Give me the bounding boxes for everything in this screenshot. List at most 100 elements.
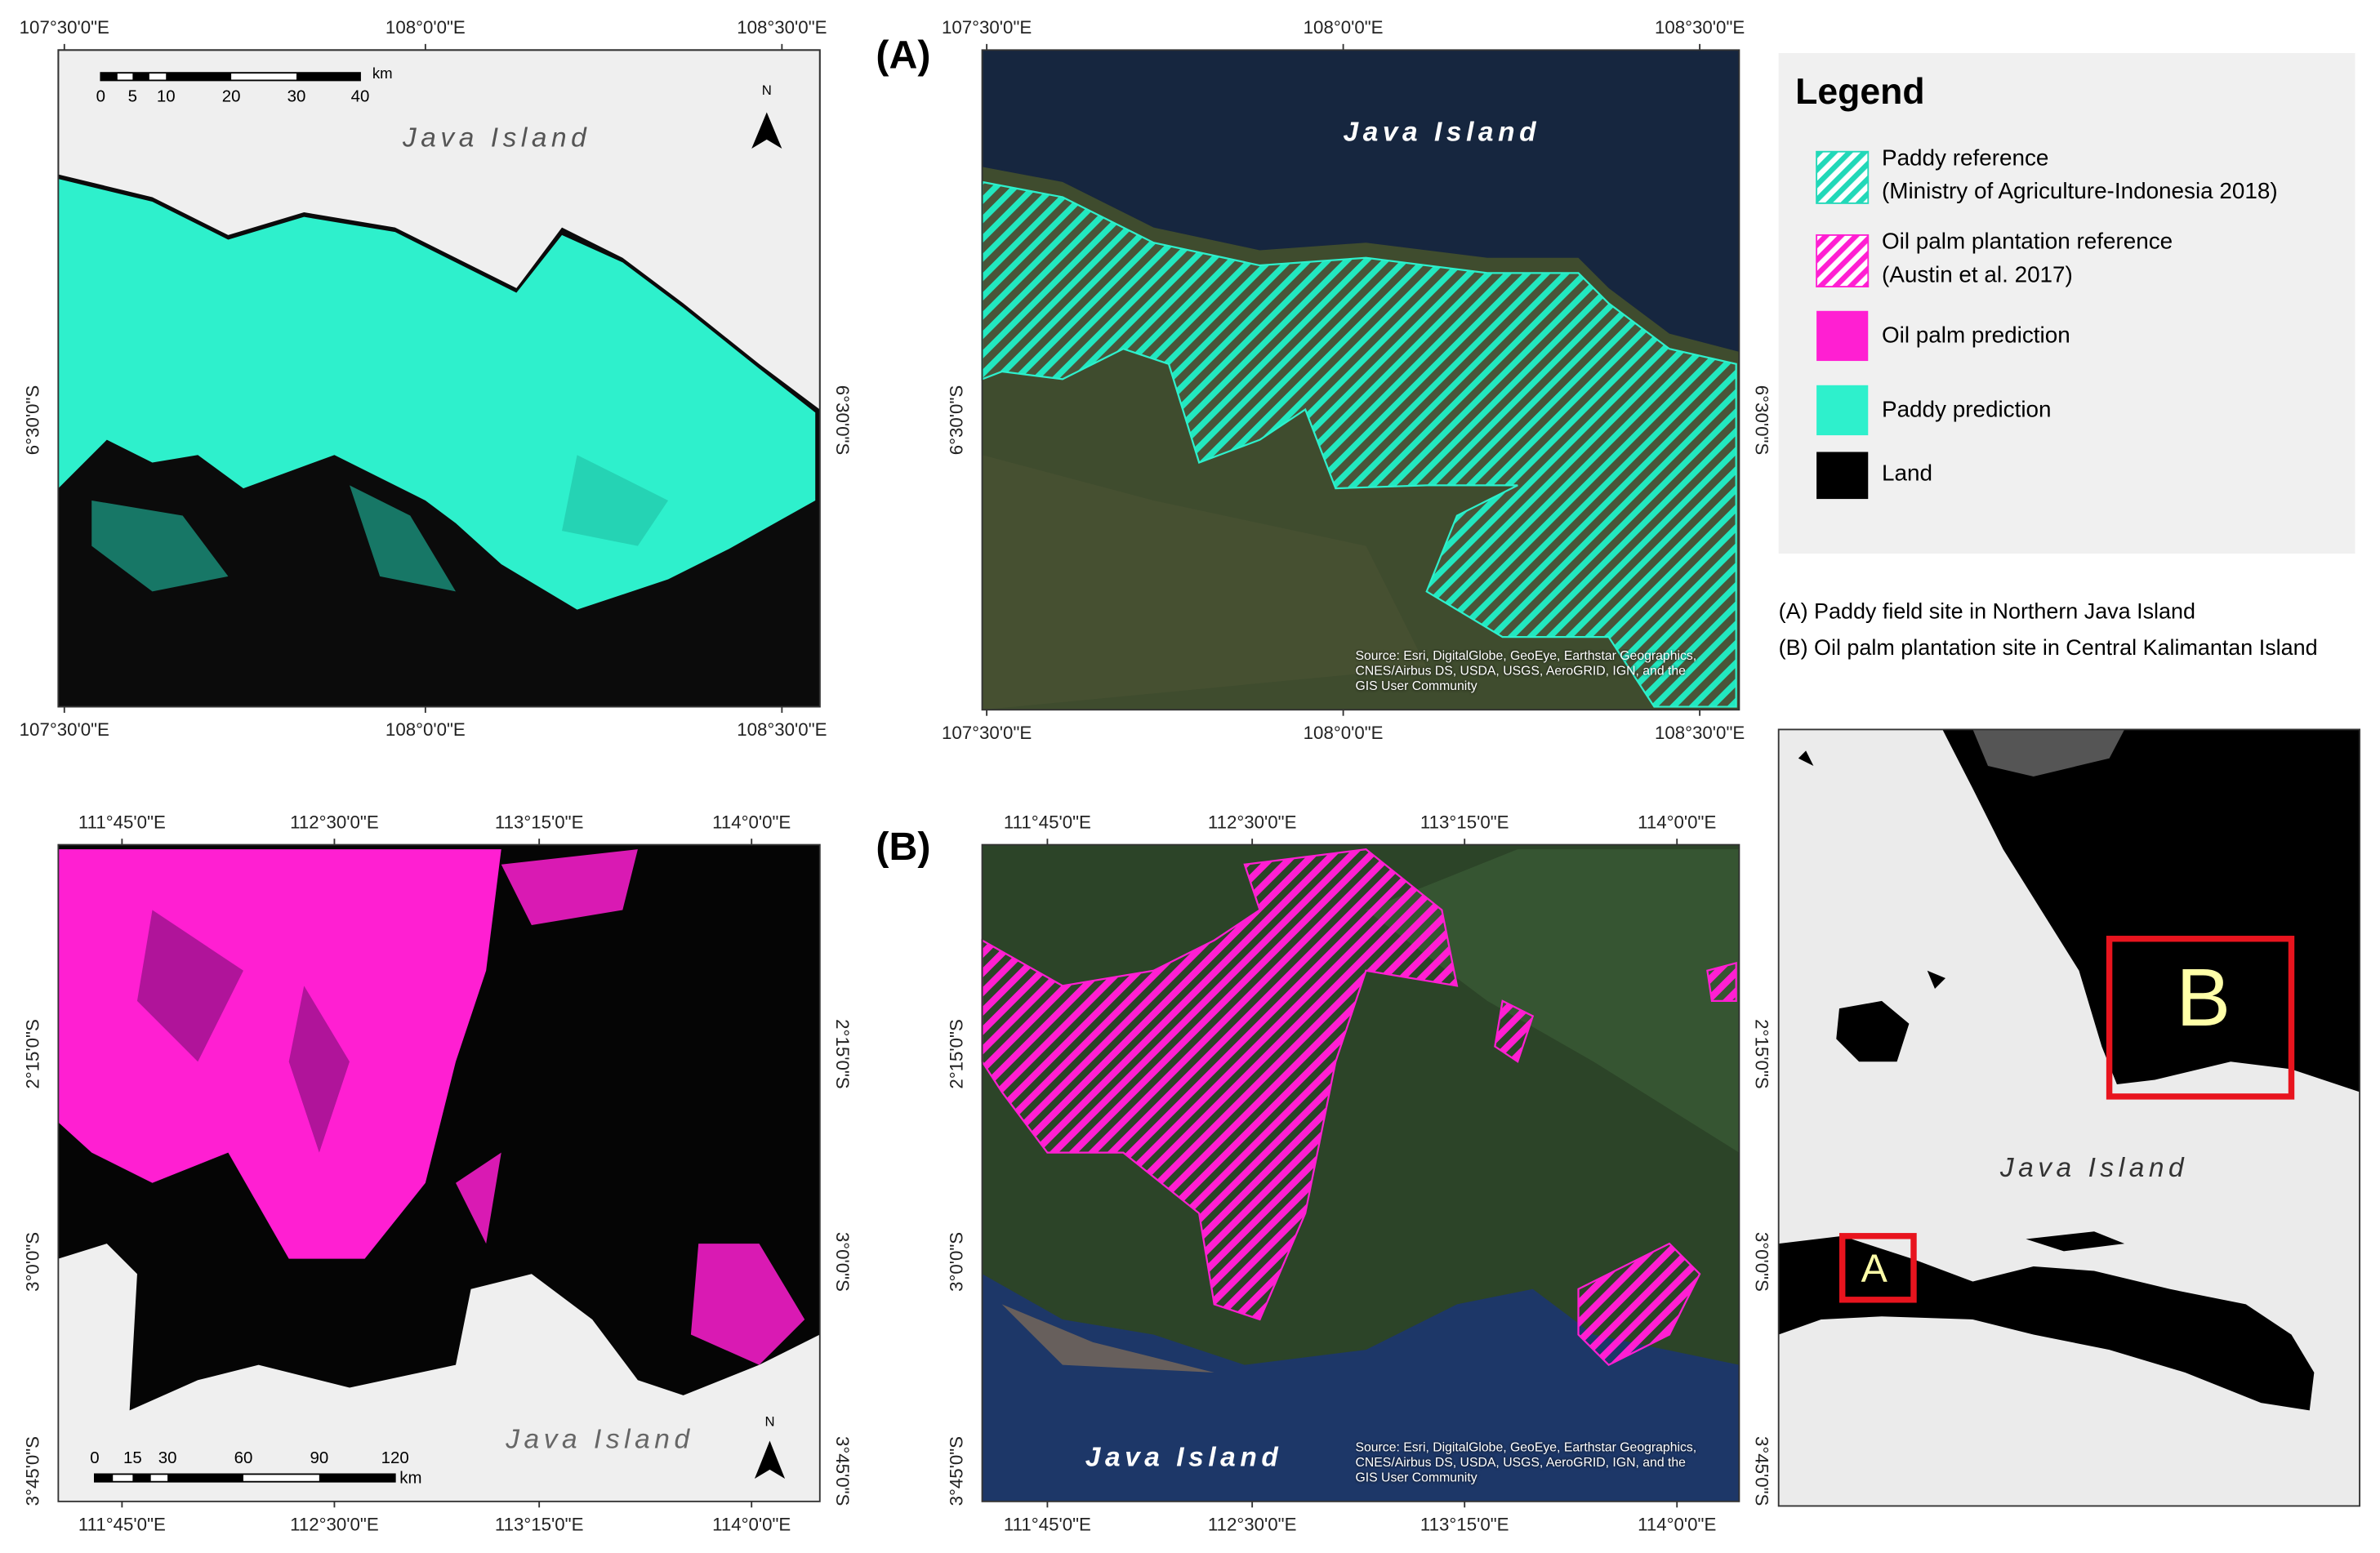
north-arrow	[754, 1440, 786, 1479]
left-tick-label: 2°15'0"S	[947, 1019, 967, 1088]
attribution: Source: Esri, DigitalGlobe, GeoEye, Eart…	[1355, 648, 1697, 692]
bottom-tick-label: 108°30'0"E	[1655, 723, 1745, 743]
right-tick-label: 2°15'0"S	[1752, 1019, 1772, 1088]
left-tick-label: 3°45'0"S	[23, 1436, 43, 1506]
place-label: Java Island	[402, 123, 591, 154]
paddy-scatter	[91, 455, 669, 592]
paddy-reference-map: Java Island Source: Esri, DigitalGlobe, …	[876, 33, 1740, 711]
left-tick-label: 6°30'0"S	[23, 385, 43, 455]
scale-bar	[94, 1473, 396, 1483]
place-label: Java Island	[1999, 1153, 2188, 1183]
note: (B) Oil palm plantation site in Central …	[1779, 635, 2318, 660]
top-tick-label: 112°30'0"E	[1208, 812, 1297, 832]
top-tick-label: 108°30'0"E	[1655, 17, 1745, 38]
legend-sublabel: (Ministry of Agriculture-Indonesia 2018)	[1882, 178, 2278, 203]
scale-tick-label: 40	[351, 87, 370, 105]
bottom-tick-label: 107°30'0"E	[942, 723, 1032, 743]
attribution-text: Source: Esri, DigitalGlobe, GeoEye, Eart…	[1355, 648, 1697, 692]
bottom-tick-label: 113°15'0"E	[495, 1514, 584, 1534]
site-box	[2106, 936, 2295, 1100]
scale-tick-label: 0	[96, 87, 105, 105]
legend-label: Paddy reference	[1882, 145, 2048, 170]
kalimantan-land	[1942, 729, 2360, 1092]
map-border	[981, 843, 1740, 1502]
bottom-tick-label: 113°15'0"E	[1420, 1514, 1509, 1534]
oil-palm-reference-map: Java Island Source: Esri, DigitalGlobe, …	[876, 825, 1740, 1502]
panel-label: (B)	[876, 825, 930, 869]
right-tick-label: 6°30'0"S	[1752, 385, 1772, 455]
left-tick-label: 3°0'0"S	[23, 1232, 43, 1292]
legend-swatch	[1816, 385, 1869, 436]
oil-palm-reference-area	[1494, 962, 1737, 1367]
right-tick-label: 6°30'0"S	[832, 385, 853, 455]
top-tick-label: 112°30'0"E	[290, 812, 379, 832]
scale-tick-label: 120	[381, 1449, 409, 1467]
scale-tick-label: 30	[158, 1449, 177, 1467]
map-border	[981, 49, 1740, 711]
site-box	[1838, 1233, 1917, 1303]
legend-label: Oil palm plantation reference	[1882, 229, 2173, 254]
legend-label: Land	[1882, 461, 1932, 486]
map-border	[1777, 728, 2361, 1507]
scale-bar	[100, 72, 361, 82]
bottom-tick-label: 111°45'0"E	[78, 1514, 166, 1534]
left-tick-label: 3°45'0"S	[947, 1436, 967, 1506]
top-tick-label: 111°45'0"E	[78, 812, 166, 832]
oil-palm-prediction-area	[456, 849, 805, 1365]
legend-label: Oil palm prediction	[1882, 323, 2070, 348]
oil-palm-prediction-map: km Java Island N	[57, 843, 821, 1502]
oil-palm-reference-area	[981, 848, 1459, 1321]
box-label: A	[1861, 1246, 1888, 1290]
top-tick-label: 108°0'0"E	[386, 17, 466, 38]
legend-sublabel: (Austin et al. 2017)	[1882, 261, 2073, 287]
right-tick-label: 3°45'0"S	[1752, 1436, 1772, 1506]
bottom-tick-label: 111°45'0"E	[1004, 1514, 1091, 1534]
bottom-tick-label: 107°30'0"E	[20, 719, 109, 740]
top-tick-label: 107°30'0"E	[942, 17, 1032, 38]
bottom-tick-label: 114°0'0"E	[1638, 1514, 1716, 1534]
bottom-tick-label: 114°0'0"E	[712, 1514, 791, 1534]
top-tick-label: 108°30'0"E	[737, 17, 827, 38]
bottom-tick-label: 108°0'0"E	[1304, 723, 1384, 743]
scale-tick-label: 30	[287, 87, 306, 105]
scale-tick-label: 5	[128, 87, 137, 105]
north-arrow	[751, 112, 782, 149]
bottom-tick-label: 112°30'0"E	[1208, 1514, 1297, 1534]
map-border	[57, 843, 821, 1502]
scale-tick-label: 60	[234, 1449, 253, 1467]
right-tick-label: 2°15'0"S	[832, 1019, 853, 1088]
overview-map: B A Java Island	[1777, 728, 2361, 1507]
north-label: N	[762, 82, 772, 98]
paddy-prediction-map: km Java Island N	[57, 49, 821, 708]
place-label: Java Island	[1085, 1443, 1283, 1473]
legend-label: Paddy prediction	[1882, 397, 2052, 422]
sea	[58, 1244, 820, 1502]
bottom-tick-label: 108°30'0"E	[737, 719, 827, 740]
sea	[982, 1274, 1740, 1502]
legend-box	[1778, 53, 2355, 554]
top-tick-label: 107°30'0"E	[20, 17, 109, 38]
top-tick-label: 111°45'0"E	[1004, 812, 1091, 832]
terrain	[982, 455, 1427, 710]
right-tick-label: 3°0'0"S	[832, 1232, 853, 1292]
legend-title: Legend	[1795, 72, 1924, 112]
legend-swatch	[1816, 310, 1869, 362]
terrain	[1366, 849, 1740, 1153]
scale-tick-label: 0	[90, 1449, 99, 1467]
legend: Legend Paddy reference (Ministry of Agri…	[1778, 53, 2355, 554]
left-tick-label: 2°15'0"S	[23, 1019, 43, 1088]
attribution: Source: Esri, DigitalGlobe, GeoEye, Eart…	[1355, 1440, 1697, 1484]
scale-unit: km	[372, 65, 393, 82]
bottom-tick-label: 112°30'0"E	[290, 1514, 379, 1534]
scale-tick-label: 90	[310, 1449, 328, 1467]
bottom-tick-label: 108°0'0"E	[386, 719, 466, 740]
box-label: B	[2176, 952, 2231, 1043]
legend-swatch	[1816, 150, 1870, 204]
place-label: Java Island	[505, 1424, 693, 1454]
legend-swatch	[1816, 234, 1870, 287]
paddy-reference-area	[981, 180, 1737, 708]
left-tick-label: 3°0'0"S	[947, 1232, 967, 1292]
top-tick-label: 108°0'0"E	[1304, 17, 1384, 38]
attribution-text: Source: Esri, DigitalGlobe, GeoEye, Eart…	[1355, 1440, 1697, 1484]
